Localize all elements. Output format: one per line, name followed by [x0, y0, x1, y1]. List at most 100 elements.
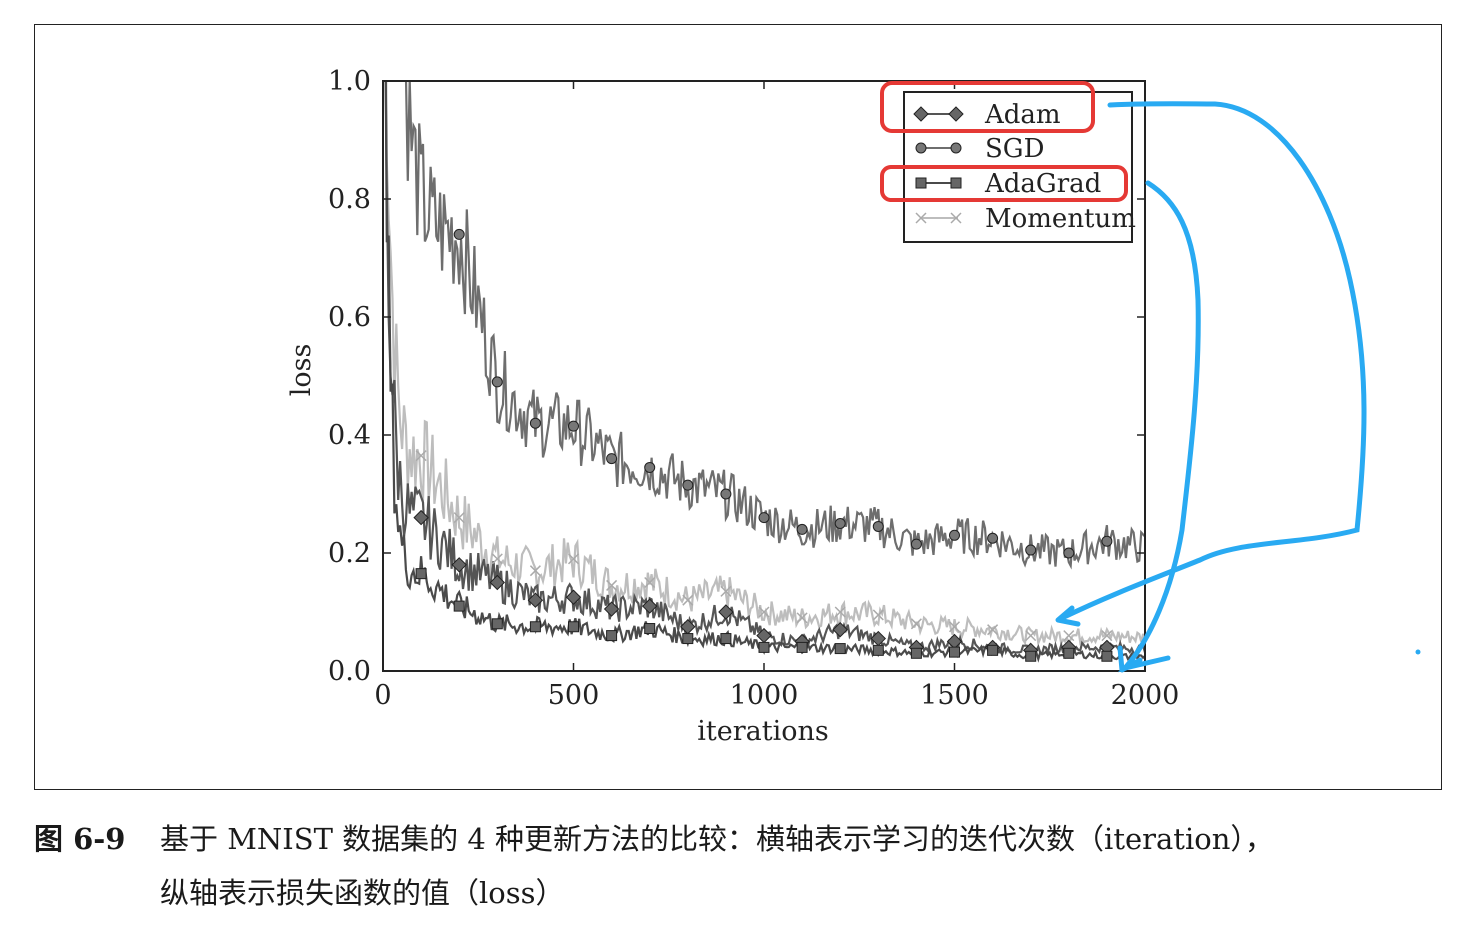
arrow-adam-head	[1055, 605, 1081, 627]
marker-adagrad	[834, 643, 846, 655]
marker-sgd	[758, 512, 770, 524]
marker-sgd	[644, 461, 656, 473]
marker-adagrad	[758, 641, 770, 653]
marker-momentum	[644, 576, 656, 589]
arrow-adam	[1059, 101, 1367, 621]
marker-adam	[527, 592, 544, 608]
marker-sgd	[1101, 535, 1113, 547]
marker-sgd	[529, 417, 541, 429]
marker-momentum	[491, 553, 503, 565]
x-tick-label: 1500	[920, 680, 989, 711]
y-tick-label: 0.6	[328, 302, 371, 333]
marker-adam	[718, 604, 734, 620]
marker-sgd	[568, 420, 579, 432]
y-tick-label: 0.4	[328, 420, 371, 451]
marker-momentum	[529, 565, 541, 577]
legend-marker	[915, 142, 927, 154]
marker-adam	[451, 557, 467, 573]
y-tick-label: 0.8	[328, 184, 371, 215]
loss-chart: 0 500 1000 1500 2000 0.0 0.2 0.4 0.6 0.8 1.0 itera…	[286, 66, 1421, 747]
marker-adagrad	[949, 646, 960, 658]
marker-adam	[489, 574, 506, 591]
marker-adagrad	[453, 600, 465, 612]
marker-adagrad	[910, 647, 922, 659]
marker-momentum	[1025, 630, 1037, 642]
caption-label: 图 6-9	[34, 822, 126, 856]
marker-momentum	[1101, 630, 1113, 642]
y-axis-label: loss	[286, 344, 317, 397]
x-axis-label: iterations	[697, 716, 828, 747]
marker-adam	[413, 509, 429, 526]
legend-label-momentum: Momentum	[985, 204, 1136, 234]
legend-marker	[913, 106, 929, 122]
legend-marker	[950, 212, 962, 224]
marker-adam	[565, 589, 582, 605]
caption-line-1: 基于 MNIST 数据集的 4 种更新方法的比较：横轴表示学习的迭代次数（ite…	[160, 822, 1274, 856]
marker-sgd	[682, 479, 694, 491]
marker-sgd	[910, 538, 922, 550]
marker-sgd	[987, 532, 999, 544]
axis-ticks: 0 500 1000 1500 2000 0.0 0.2 0.4 0.6 0.8 1.0	[328, 66, 1179, 711]
marker-adagrad	[987, 644, 999, 656]
legend-marker	[948, 106, 964, 122]
marker-sgd	[453, 228, 465, 240]
marker-adagrad	[491, 618, 503, 630]
legend-marker	[950, 142, 962, 154]
legend-marker	[915, 177, 927, 189]
legend-marker	[915, 212, 927, 224]
y-tick-label: 0.2	[328, 538, 371, 569]
marker-sgd	[606, 453, 618, 465]
marker-momentum	[872, 609, 884, 621]
marker-sgd	[834, 518, 846, 529]
series-markers	[413, 228, 1115, 662]
y-tick-label: 0.0	[328, 656, 371, 687]
legend-marker	[950, 177, 962, 189]
marker-sgd	[1025, 544, 1037, 556]
marker-adagrad	[796, 641, 808, 653]
legend-label-sgd: SGD	[985, 134, 1044, 164]
x-tick-label: 500	[548, 680, 600, 711]
marker-sgd	[872, 520, 884, 532]
annotations	[880, 81, 1421, 673]
marker-momentum	[453, 512, 465, 524]
marker-adagrad	[682, 633, 694, 645]
marker-adagrad	[1063, 647, 1075, 659]
marker-momentum	[720, 585, 732, 597]
caption-text: 基于 MNIST 数据集的 4 种更新方法的比较：横轴表示学习的迭代次数（ite…	[160, 812, 1450, 920]
marker-sgd	[491, 376, 503, 388]
marker-momentum	[758, 606, 770, 618]
highlight-box-adagrad	[880, 165, 1128, 202]
marker-momentum	[910, 618, 922, 630]
x-tick-label: 2000	[1111, 680, 1180, 711]
caption-line-2: 纵轴表示损失函数的值（loss）	[160, 876, 565, 910]
marker-sgd	[949, 529, 960, 541]
marker-momentum	[1063, 630, 1075, 642]
marker-adagrad	[872, 644, 884, 656]
marker-momentum	[948, 621, 961, 633]
marker-adagrad	[568, 621, 579, 633]
marker-momentum	[834, 606, 846, 618]
curve-momentum	[385, 81, 1145, 648]
marker-sgd	[1063, 547, 1075, 559]
marker-adagrad	[1101, 650, 1113, 662]
marker-adam	[603, 601, 620, 617]
marker-momentum	[987, 624, 999, 636]
stray-dot	[1415, 649, 1421, 655]
figure-frame	[34, 24, 1442, 790]
marker-momentum	[567, 553, 580, 565]
marker-adagrad	[1025, 650, 1037, 662]
marker-adagrad	[606, 630, 618, 642]
marker-momentum	[415, 450, 427, 462]
marker-sgd	[720, 488, 732, 500]
legend-label-adagrad: AdaGrad	[984, 169, 1101, 199]
marker-momentum	[682, 594, 694, 606]
arrow-adagrad	[1117, 180, 1201, 673]
marker-adam	[641, 598, 658, 614]
marker-adagrad	[415, 568, 427, 580]
marker-adagrad	[644, 623, 656, 635]
marker-adagrad	[720, 633, 732, 645]
marker-momentum	[606, 579, 618, 591]
marker-adam	[832, 621, 848, 638]
arrow-adagrad-head	[1117, 645, 1143, 673]
x-tick-label: 1000	[730, 680, 799, 711]
